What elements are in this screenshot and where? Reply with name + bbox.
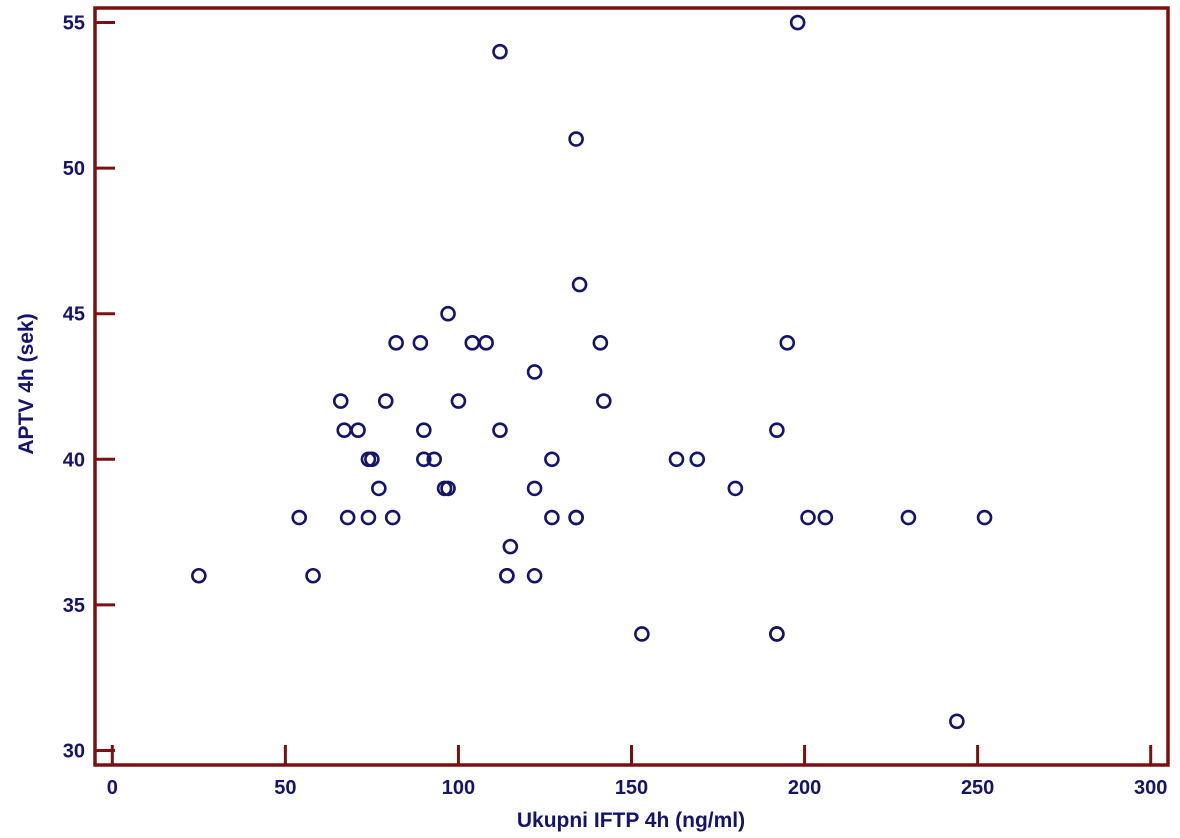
data-point <box>478 335 494 351</box>
data-point <box>377 393 394 409</box>
x-tick-label: 100 <box>442 777 475 799</box>
data-point <box>526 480 543 497</box>
data-point <box>332 393 349 409</box>
x-axis-title: Ukupni IFTP 4h (ng/ml) <box>517 809 745 832</box>
data-point <box>596 393 612 409</box>
x-tick-label: 200 <box>788 777 821 799</box>
x-tick-label: 250 <box>961 777 994 799</box>
data-point <box>499 567 515 584</box>
x-axis-ticks: 0 50 100 150 200 250 300 <box>107 745 1167 799</box>
data-point <box>371 480 387 497</box>
data-point <box>440 480 456 497</box>
data-point <box>689 451 706 468</box>
data-point <box>360 509 377 526</box>
data-point <box>502 538 519 555</box>
data-point <box>568 509 584 526</box>
data-point <box>769 626 785 642</box>
data-point <box>384 509 401 526</box>
data-point <box>426 451 443 468</box>
data-point <box>364 451 380 468</box>
y-tick-label: 50 <box>63 158 85 180</box>
data-point <box>388 335 404 351</box>
x-tick-label: 150 <box>615 777 648 799</box>
data-point <box>568 131 584 147</box>
data-point <box>305 567 321 584</box>
data-point <box>191 567 207 584</box>
y-axis-ticks: 30 35 40 45 50 55 <box>63 13 115 762</box>
data-point <box>769 422 785 438</box>
data-point <box>900 509 917 526</box>
data-point <box>727 480 744 497</box>
data-point <box>339 509 356 526</box>
data-point <box>544 451 560 468</box>
data-point <box>526 567 543 584</box>
data-point <box>817 509 834 526</box>
data-point <box>668 451 685 468</box>
data-point <box>336 422 353 438</box>
y-tick-label: 55 <box>63 13 85 35</box>
data-point <box>976 509 993 526</box>
data-point <box>571 276 588 293</box>
data-point <box>440 305 456 322</box>
x-tick-label: 0 <box>107 777 118 799</box>
data-point <box>350 422 366 438</box>
data-point <box>949 713 965 730</box>
data-point <box>789 14 806 31</box>
data-point <box>592 335 609 351</box>
y-tick-label: 30 <box>63 740 85 762</box>
data-point <box>492 422 508 438</box>
data-point <box>412 335 429 351</box>
data-point <box>416 451 432 468</box>
data-point <box>450 393 467 409</box>
x-tick-label: 300 <box>1134 777 1167 799</box>
data-points <box>191 14 993 730</box>
x-tick-label: 50 <box>274 777 296 799</box>
y-tick-label: 35 <box>63 595 85 617</box>
y-tick-label: 45 <box>63 304 85 326</box>
data-point <box>800 509 816 526</box>
data-point <box>464 335 481 351</box>
y-tick-label: 40 <box>63 449 85 471</box>
data-point <box>526 364 543 380</box>
data-point <box>492 43 508 60</box>
data-point <box>291 509 308 526</box>
data-point <box>544 509 560 526</box>
data-point <box>634 626 650 642</box>
plot-frame <box>93 6 1170 767</box>
data-point <box>779 335 796 351</box>
data-point <box>416 422 432 438</box>
y-axis-title: APTV 4h (sek) <box>15 313 38 454</box>
